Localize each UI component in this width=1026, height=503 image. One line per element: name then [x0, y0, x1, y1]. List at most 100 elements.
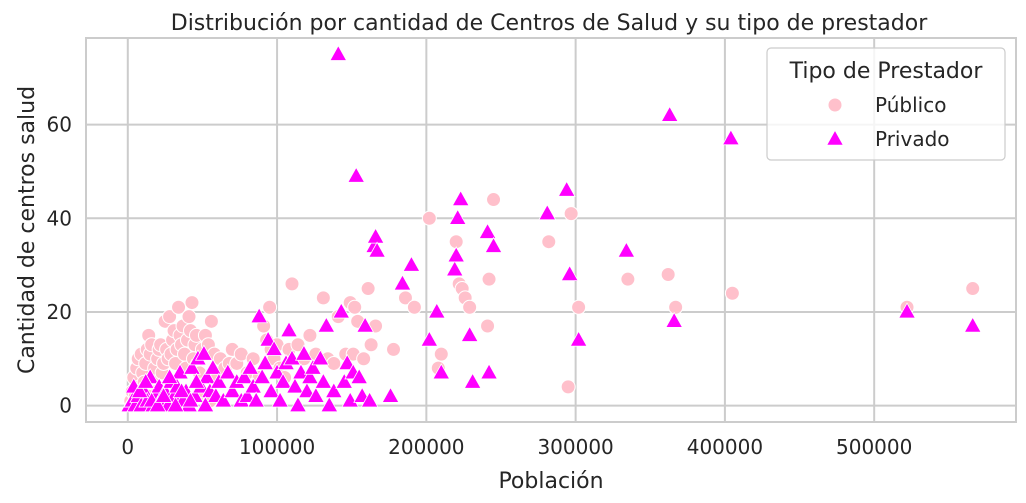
data-point	[262, 299, 278, 315]
data-point	[420, 330, 439, 347]
data-point	[283, 349, 301, 366]
data-point	[432, 363, 451, 380]
data-point	[259, 330, 278, 347]
data-point	[265, 339, 284, 356]
data-points	[120, 44, 982, 414]
data-point	[486, 192, 502, 208]
data-point	[563, 206, 579, 222]
data-point	[898, 302, 917, 319]
y-axis-label: Cantidad de centros salud	[15, 86, 40, 374]
data-point	[181, 391, 200, 408]
data-point	[356, 351, 372, 367]
data-point	[280, 321, 299, 338]
data-point	[171, 363, 190, 380]
y-tick-label: 0	[59, 394, 72, 418]
data-point	[223, 381, 242, 399]
data-point	[311, 349, 330, 366]
data-point	[360, 281, 376, 297]
data-point	[480, 363, 499, 380]
data-point	[329, 44, 348, 61]
data-point	[197, 367, 216, 385]
x-tick-label: 0	[121, 435, 134, 459]
data-point	[297, 381, 316, 399]
legend: Tipo de Prestador Público Privado	[766, 47, 1006, 161]
legend-box	[766, 47, 1006, 161]
data-point	[397, 290, 413, 306]
data-point	[303, 358, 322, 375]
data-point	[347, 166, 366, 183]
data-point	[356, 316, 375, 333]
data-point	[571, 299, 587, 315]
data-point	[538, 204, 557, 221]
data-point	[203, 313, 219, 329]
data-point	[560, 379, 576, 395]
data-point	[386, 341, 402, 357]
data-point	[557, 180, 576, 197]
chart-title: Distribución por cantidad de Centros de …	[171, 11, 928, 36]
data-point	[463, 372, 482, 389]
series-privado	[120, 44, 982, 413]
data-point	[162, 309, 178, 325]
data-point	[341, 391, 360, 408]
data-point	[291, 363, 310, 380]
data-point	[274, 372, 293, 389]
data-point	[148, 396, 167, 413]
data-point	[433, 346, 449, 362]
data-point	[462, 299, 478, 315]
data-point	[347, 299, 363, 315]
legend-items: Público Privado	[826, 93, 950, 151]
data-point	[171, 299, 187, 315]
data-point	[393, 274, 412, 291]
data-point	[724, 285, 740, 301]
data-point	[288, 396, 307, 413]
data-point	[154, 386, 173, 403]
data-point	[402, 255, 421, 272]
data-point	[203, 358, 222, 375]
data-point	[481, 271, 497, 287]
data-point	[484, 236, 503, 253]
data-point	[445, 260, 464, 277]
data-point	[184, 295, 200, 311]
data-point	[244, 377, 263, 394]
data-point	[172, 381, 191, 399]
legend-title: Tipo de Prestador	[789, 59, 984, 84]
data-point	[560, 264, 579, 282]
data-point	[320, 396, 339, 413]
data-point	[480, 318, 496, 334]
data-point	[262, 381, 281, 399]
data-point	[478, 222, 497, 239]
data-point	[306, 386, 325, 403]
x-tick-label: 300000	[537, 435, 613, 459]
y-tick-label: 20	[47, 300, 72, 324]
legend-label: Privado	[875, 127, 950, 151]
data-point	[241, 358, 260, 375]
data-point	[300, 367, 319, 385]
data-point	[182, 358, 201, 375]
data-point	[963, 316, 982, 333]
data-point	[617, 241, 636, 258]
data-point	[406, 299, 422, 315]
legend-item: Privado	[826, 127, 950, 151]
tick-labels: 0 100000 200000 300000 400000 500000 0 20 40 60	[47, 113, 913, 459]
data-point	[366, 227, 385, 244]
y-tick-label: 60	[47, 113, 72, 137]
legend-label: Público	[875, 93, 946, 117]
legend-marker	[827, 97, 843, 113]
data-point	[620, 271, 636, 287]
data-point	[665, 311, 684, 328]
data-point	[660, 266, 676, 282]
data-point	[268, 363, 287, 380]
y-tick-label: 40	[47, 206, 72, 230]
data-point	[314, 372, 333, 389]
data-point	[256, 353, 275, 370]
data-point	[196, 396, 215, 413]
data-point	[448, 208, 467, 225]
data-point	[721, 129, 740, 146]
data-point	[214, 391, 233, 408]
data-point	[447, 246, 466, 263]
data-point	[451, 189, 470, 207]
data-point	[238, 386, 257, 403]
data-point	[285, 377, 304, 394]
plot-area	[85, 37, 1017, 423]
